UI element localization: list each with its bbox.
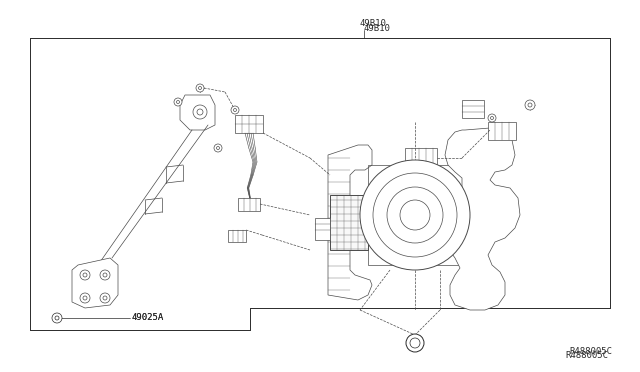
Polygon shape [180, 95, 215, 130]
Bar [488, 122, 516, 140]
Circle shape [410, 338, 420, 348]
Circle shape [193, 105, 207, 119]
Circle shape [196, 84, 204, 92]
Circle shape [103, 273, 107, 277]
Circle shape [490, 116, 493, 119]
Circle shape [80, 270, 90, 280]
Bar [368, 165, 463, 265]
Text: 49B10: 49B10 [364, 23, 391, 32]
Circle shape [406, 334, 424, 352]
Polygon shape [328, 145, 372, 300]
Circle shape [400, 200, 430, 230]
Circle shape [177, 100, 179, 103]
Polygon shape [72, 258, 118, 308]
Circle shape [216, 147, 220, 150]
Bar [228, 230, 246, 242]
Circle shape [231, 106, 239, 114]
Bar [330, 195, 368, 250]
Circle shape [52, 313, 62, 323]
Text: 49B10: 49B10 [360, 19, 387, 28]
Circle shape [197, 109, 203, 115]
Bar [238, 198, 260, 211]
Circle shape [100, 270, 110, 280]
Bar [315, 218, 330, 240]
Bar [462, 100, 484, 118]
Circle shape [373, 173, 457, 257]
Text: 49025A: 49025A [132, 314, 164, 323]
Text: 49025A: 49025A [132, 314, 164, 323]
Circle shape [525, 100, 535, 110]
Bar [405, 148, 437, 168]
Circle shape [174, 98, 182, 106]
Bar [235, 115, 263, 133]
Circle shape [387, 187, 443, 243]
Text: R488005C: R488005C [569, 347, 612, 356]
Circle shape [55, 316, 59, 320]
Text: R488005C: R488005C [565, 350, 608, 359]
Circle shape [528, 103, 532, 107]
Circle shape [234, 109, 237, 112]
Circle shape [214, 144, 222, 152]
Polygon shape [445, 128, 520, 310]
Circle shape [198, 87, 202, 90]
Circle shape [103, 296, 107, 300]
Circle shape [80, 293, 90, 303]
Circle shape [83, 273, 87, 277]
Circle shape [488, 114, 496, 122]
Circle shape [83, 296, 87, 300]
Circle shape [360, 160, 470, 270]
Circle shape [100, 293, 110, 303]
